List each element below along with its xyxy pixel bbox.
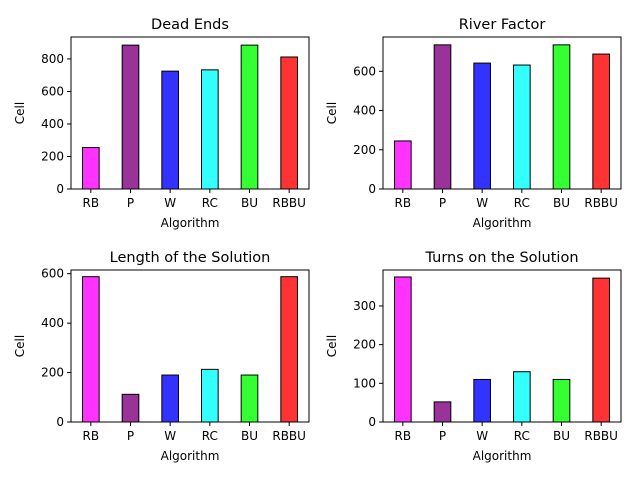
plot-area: RB P W RC BU RBBU 0 100 200 300 [353, 276, 618, 443]
bar-bu [240, 44, 259, 190]
bar-bu [552, 44, 571, 190]
x-tick-label: BU [553, 196, 570, 210]
bar-w [473, 378, 491, 423]
x-tick-label: W [164, 429, 176, 443]
y-axis-label: Cell [13, 335, 27, 357]
chart-title: Dead Ends [151, 17, 229, 33]
chart-title: Length of the Solution [110, 250, 271, 266]
x-tick-label: W [164, 196, 176, 210]
x-tick-label: RB [83, 196, 100, 210]
y-tick-label: 0 [56, 182, 64, 196]
x-tick-label: RC [202, 196, 218, 210]
bar-rb [394, 140, 412, 190]
x-tick-label: RBBU [272, 196, 306, 210]
y-tick-label: 100 [353, 376, 376, 390]
bar-rb [82, 147, 100, 190]
axes-frame [382, 269, 622, 423]
y-axis-label: Cell [325, 102, 339, 124]
y-tick-label: 600 [41, 84, 64, 98]
bar-rbbu [592, 53, 610, 190]
plot-area: RB P W RC BU RBBU 0 200 400 600 [41, 267, 306, 443]
x-tick-label: BU [553, 429, 570, 443]
x-axis-label: Algorithm [161, 449, 220, 463]
x-tick-label: RC [514, 196, 530, 210]
chart-title: Turns on the Solution [424, 250, 578, 266]
bar-w [161, 374, 179, 423]
bar-rbbu [280, 56, 298, 190]
y-axis-label: Cell [13, 102, 27, 124]
x-tick-label: RB [83, 429, 100, 443]
x-tick-label: RBBU [584, 196, 618, 210]
bar-bu [552, 378, 571, 423]
bar-rc [201, 368, 219, 423]
y-tick-label: 400 [41, 117, 64, 131]
bar-rb [82, 276, 100, 423]
subplot-length-of-solution: Length of the Solution Algorithm Cell RB… [13, 250, 310, 463]
bar-w [473, 62, 491, 190]
chart-title: River Factor [459, 17, 546, 33]
y-tick-label: 0 [56, 415, 64, 429]
y-tick-label: 400 [41, 316, 64, 330]
x-tick-label: W [476, 429, 488, 443]
bar-bu [240, 374, 259, 423]
y-tick-label: 200 [41, 366, 64, 380]
x-tick-label: P [439, 196, 446, 210]
subplot-turns-on-solution: Turns on the Solution Algorithm Cell RB P… [325, 250, 622, 463]
x-axis-label: Algorithm [473, 216, 532, 230]
subplot-dead-ends: Dead Ends Algorithm Cell RB P W RC BU RBBU 0 20… [13, 17, 310, 230]
bar-w [161, 70, 179, 190]
subplot-river-factor: River Factor Algorithm Cell RB P W RC BU RBBU… [325, 17, 622, 230]
bar-p [433, 44, 452, 190]
x-tick-label: RBBU [584, 429, 618, 443]
bar-rc [201, 69, 219, 190]
x-tick-label: RC [514, 429, 530, 443]
x-tick-label: P [439, 429, 446, 443]
axes-frame [70, 269, 310, 423]
x-tick-label: RB [395, 429, 412, 443]
y-tick-label: 300 [353, 299, 376, 313]
x-tick-label: W [476, 196, 488, 210]
bar-p [121, 44, 140, 190]
y-tick-label: 400 [353, 104, 376, 118]
axes-frame [382, 36, 622, 190]
axes-frame [70, 36, 310, 190]
bar-rc [513, 371, 531, 423]
y-tick-label: 600 [41, 267, 64, 281]
x-tick-label: BU [241, 196, 258, 210]
bar-rb [394, 276, 412, 423]
x-axis-label: Algorithm [473, 449, 532, 463]
bar-p [121, 393, 140, 423]
bar-rbbu [592, 277, 610, 423]
x-tick-label: RBBU [272, 429, 306, 443]
y-tick-label: 200 [353, 338, 376, 352]
y-tick-label: 0 [368, 182, 376, 196]
y-tick-label: 200 [41, 149, 64, 163]
x-tick-label: P [127, 196, 134, 210]
x-tick-label: BU [241, 429, 258, 443]
y-tick-label: 800 [41, 52, 64, 66]
bar-rbbu [280, 276, 298, 423]
x-axis-label: Algorithm [161, 216, 220, 230]
y-tick-label: 200 [353, 143, 376, 157]
y-tick-label: 0 [368, 415, 376, 429]
y-axis-label: Cell [325, 335, 339, 357]
y-tick-label: 600 [353, 64, 376, 78]
x-tick-label: RB [395, 196, 412, 210]
bar-p [433, 401, 452, 423]
x-tick-label: P [127, 429, 134, 443]
plot-area: RB P W RC BU RBBU 0 200 400 600 [353, 44, 618, 210]
x-tick-label: RC [202, 429, 218, 443]
bar-rc [513, 64, 531, 190]
